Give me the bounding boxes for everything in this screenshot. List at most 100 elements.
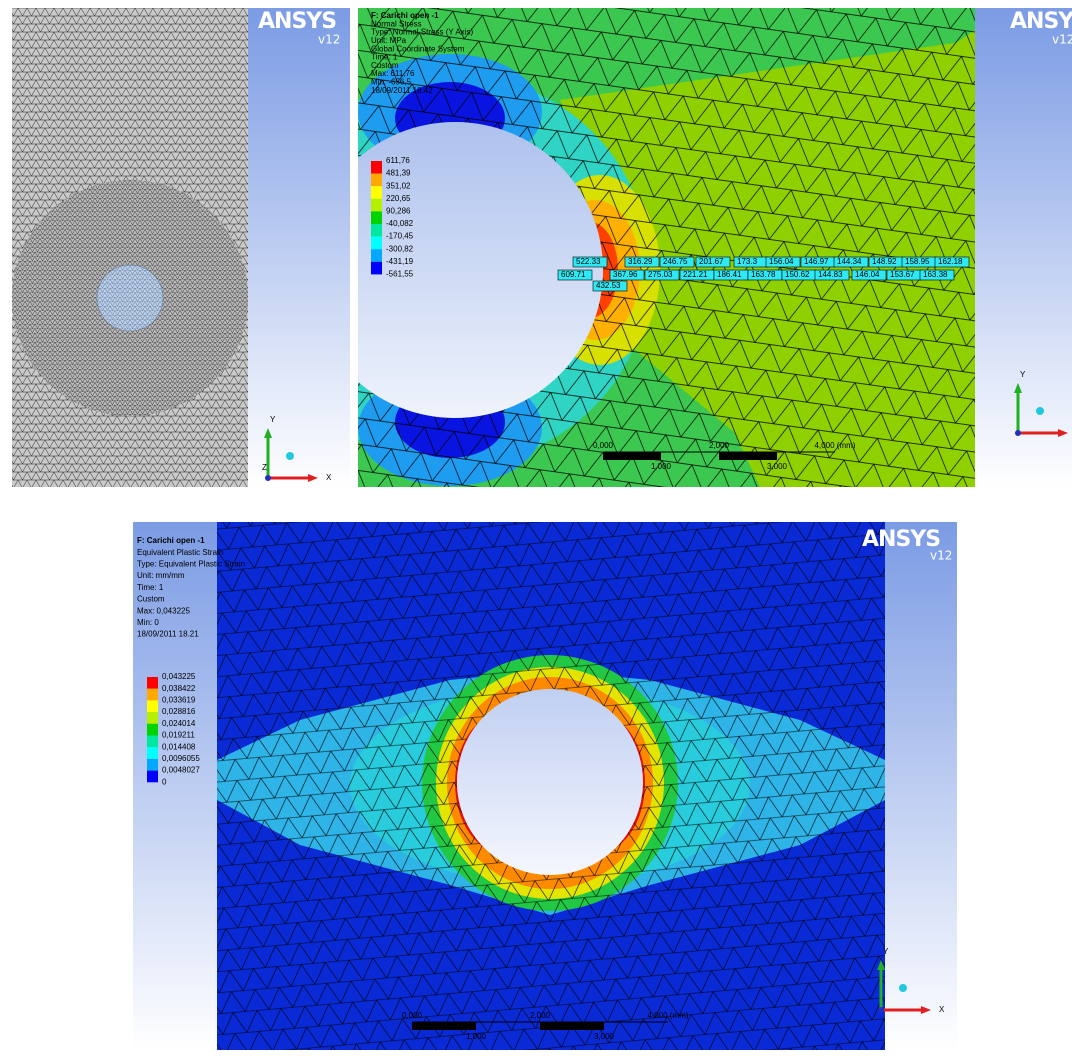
probe-label: 158.95 bbox=[905, 257, 930, 266]
legend-label: 0,0048027 bbox=[162, 766, 200, 775]
legend-label: 0 bbox=[162, 777, 167, 786]
probe-label: 144.83 bbox=[818, 270, 843, 279]
scale-label: 1,000 bbox=[651, 462, 672, 471]
scale-label: 3,000 bbox=[594, 1032, 615, 1041]
probe-label: 173.3 bbox=[737, 257, 758, 266]
legend-label: -561,55 bbox=[386, 270, 414, 279]
legend-swatch bbox=[147, 677, 158, 689]
header-line: Time: 1 bbox=[137, 583, 164, 592]
legend-label: 0,028816 bbox=[162, 707, 196, 716]
probe-label: 522.33 bbox=[576, 257, 601, 266]
legend-swatch bbox=[371, 224, 382, 237]
probe-label: 156.04 bbox=[769, 257, 794, 266]
axis-origin bbox=[265, 475, 271, 481]
probe-label: 153.67 bbox=[890, 270, 915, 279]
legend-swatch bbox=[147, 689, 158, 701]
scale-label: 4,000 (mm) bbox=[648, 1011, 689, 1020]
probe-label: 201.67 bbox=[699, 257, 724, 266]
header-line: F: Carichi open -1 bbox=[137, 536, 205, 545]
axis-origin bbox=[1015, 430, 1021, 436]
scale-label: 1,000 bbox=[466, 1032, 487, 1041]
legend-label: 0,0096055 bbox=[162, 754, 200, 763]
scale-label: 3,000 bbox=[767, 462, 788, 471]
probe-label: 146.04 bbox=[855, 270, 880, 279]
probe-label: 221.21 bbox=[683, 270, 708, 279]
legend-swatch bbox=[371, 161, 382, 174]
probe-label: 316.29 bbox=[628, 257, 653, 266]
legend-label: 611,76 bbox=[386, 156, 410, 165]
legend-swatch bbox=[147, 712, 158, 724]
legend-swatch bbox=[371, 211, 382, 224]
header-line: Equivalent Plastic Strain bbox=[137, 548, 223, 557]
probe-label: 186.41 bbox=[717, 270, 742, 279]
probe-label: 146.97 bbox=[804, 257, 829, 266]
probe-label: 432.53 bbox=[596, 281, 621, 290]
legend-swatch bbox=[371, 237, 382, 250]
probe-label: 150.62 bbox=[785, 270, 810, 279]
scale-label: 0,000 bbox=[402, 1011, 423, 1020]
legend-label: -40,082 bbox=[386, 219, 414, 228]
logo: ANSYS bbox=[862, 527, 940, 552]
triad-ball bbox=[1036, 407, 1044, 415]
header-line: Type: Equivalent Plastic Strain bbox=[137, 560, 245, 569]
legend-label: -431,19 bbox=[386, 257, 414, 266]
legend-swatch bbox=[371, 249, 382, 262]
probe-label: 275.03 bbox=[648, 270, 673, 279]
legend-swatch bbox=[371, 199, 382, 212]
axis-origin bbox=[878, 1007, 884, 1013]
legend-swatch bbox=[147, 771, 158, 783]
probe-label: 144.34 bbox=[837, 257, 862, 266]
legend-label: 0,019211 bbox=[162, 731, 195, 740]
legend-label: 90,286 bbox=[386, 207, 411, 216]
legend-swatch bbox=[147, 747, 158, 759]
probe-label: 367.96 bbox=[613, 270, 638, 279]
scale-bar bbox=[412, 1022, 476, 1030]
version: v12 bbox=[1052, 33, 1072, 47]
legend-label: 0,024014 bbox=[162, 719, 196, 728]
axis-label: Y bbox=[883, 947, 889, 956]
probe-label: 163.38 bbox=[923, 270, 948, 279]
legend-swatch bbox=[147, 724, 158, 736]
strain-panel: ANSYS v12 bbox=[133, 522, 957, 1050]
legend-label: 0,038422 bbox=[162, 684, 196, 693]
probe-label: 163.78 bbox=[751, 270, 776, 279]
header-line: Min: 0 bbox=[137, 618, 159, 627]
legend-swatch bbox=[371, 262, 382, 275]
legend-label: 481,39 bbox=[386, 169, 411, 178]
legend-label: 351,02 bbox=[386, 181, 411, 190]
scale-bar bbox=[719, 452, 777, 460]
legend-label: 0,043225 bbox=[162, 672, 196, 681]
legend-label: -170,45 bbox=[386, 232, 414, 241]
legend-label: 0,014408 bbox=[162, 742, 196, 751]
mesh-panel: ANSYS v12 bbox=[12, 8, 350, 487]
header-line: Unit: mm/mm bbox=[137, 571, 185, 580]
header-line: 18/09/2011 18.42 bbox=[371, 86, 433, 95]
legend-swatch bbox=[147, 700, 158, 712]
logo: ANSYS bbox=[1010, 9, 1072, 34]
header-line: 18/09/2011 18.21 bbox=[137, 630, 199, 639]
scale-label: 2,000 bbox=[709, 441, 730, 450]
legend-label: 0,033619 bbox=[162, 696, 196, 705]
logo: ANSYS bbox=[258, 9, 336, 34]
version: v12 bbox=[930, 549, 952, 563]
scale-label: 2,000 bbox=[530, 1011, 551, 1020]
legend-swatch bbox=[371, 174, 382, 187]
axis-label: Y bbox=[1020, 370, 1026, 379]
triad-ball bbox=[899, 984, 907, 992]
header-line: Max: 0,043225 bbox=[137, 606, 190, 615]
page: ANSYS v12 ANSYS v12 ANSYS v12 F: bbox=[0, 0, 1072, 1059]
axis-label: Z bbox=[262, 463, 267, 472]
legend-swatch bbox=[147, 736, 158, 748]
probe-label: 148.92 bbox=[872, 257, 897, 266]
scale-bar bbox=[603, 452, 661, 460]
triad-ball bbox=[286, 452, 294, 460]
probe-label: 162.18 bbox=[938, 257, 963, 266]
legend-label: -300,82 bbox=[386, 244, 414, 253]
probe-label: 609.71 bbox=[561, 270, 586, 279]
legend-label: 220,65 bbox=[386, 194, 411, 203]
version: v12 bbox=[318, 33, 340, 47]
probe-label: 246.75 bbox=[663, 257, 688, 266]
axis-label: X bbox=[326, 473, 332, 482]
scale-bar bbox=[540, 1022, 604, 1030]
header-line: Custom bbox=[137, 595, 165, 604]
